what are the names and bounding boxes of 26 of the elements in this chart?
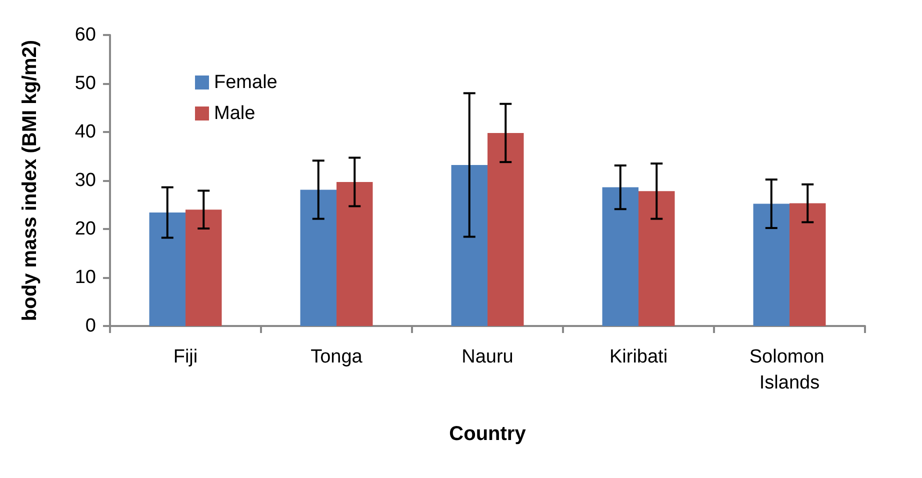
bar — [602, 187, 638, 326]
bar — [300, 190, 336, 326]
y-tick-label: 60 — [74, 24, 96, 46]
bar — [451, 164, 488, 326]
x-axis-title: Country — [449, 423, 527, 445]
x-tick-label: Kiribati — [609, 346, 668, 368]
x-tick-label: Tonga — [310, 346, 363, 368]
y-tick-label: 0 — [85, 316, 96, 336]
y-tick-label: 40 — [74, 122, 96, 142]
bar — [790, 203, 826, 326]
legend-label: Male — [214, 103, 256, 124]
bar — [336, 182, 373, 326]
y-tick-label: 10 — [74, 267, 96, 288]
bar — [149, 212, 186, 326]
y-tick-label: 50 — [74, 73, 96, 94]
bar — [488, 132, 524, 326]
y-tick-label: 20 — [74, 218, 96, 240]
bar — [753, 204, 790, 326]
legend-label: Female — [214, 72, 278, 93]
bar — [638, 191, 675, 326]
bar — [186, 210, 222, 326]
x-tick-label: Fiji — [173, 346, 198, 368]
x-tick-label: Nauru — [462, 346, 514, 368]
y-tick-label: 30 — [74, 170, 96, 191]
y-axis-title: body mass index (BMI kg/m2) — [19, 40, 41, 322]
x-tick-label: Solomon Islands — [749, 346, 830, 394]
